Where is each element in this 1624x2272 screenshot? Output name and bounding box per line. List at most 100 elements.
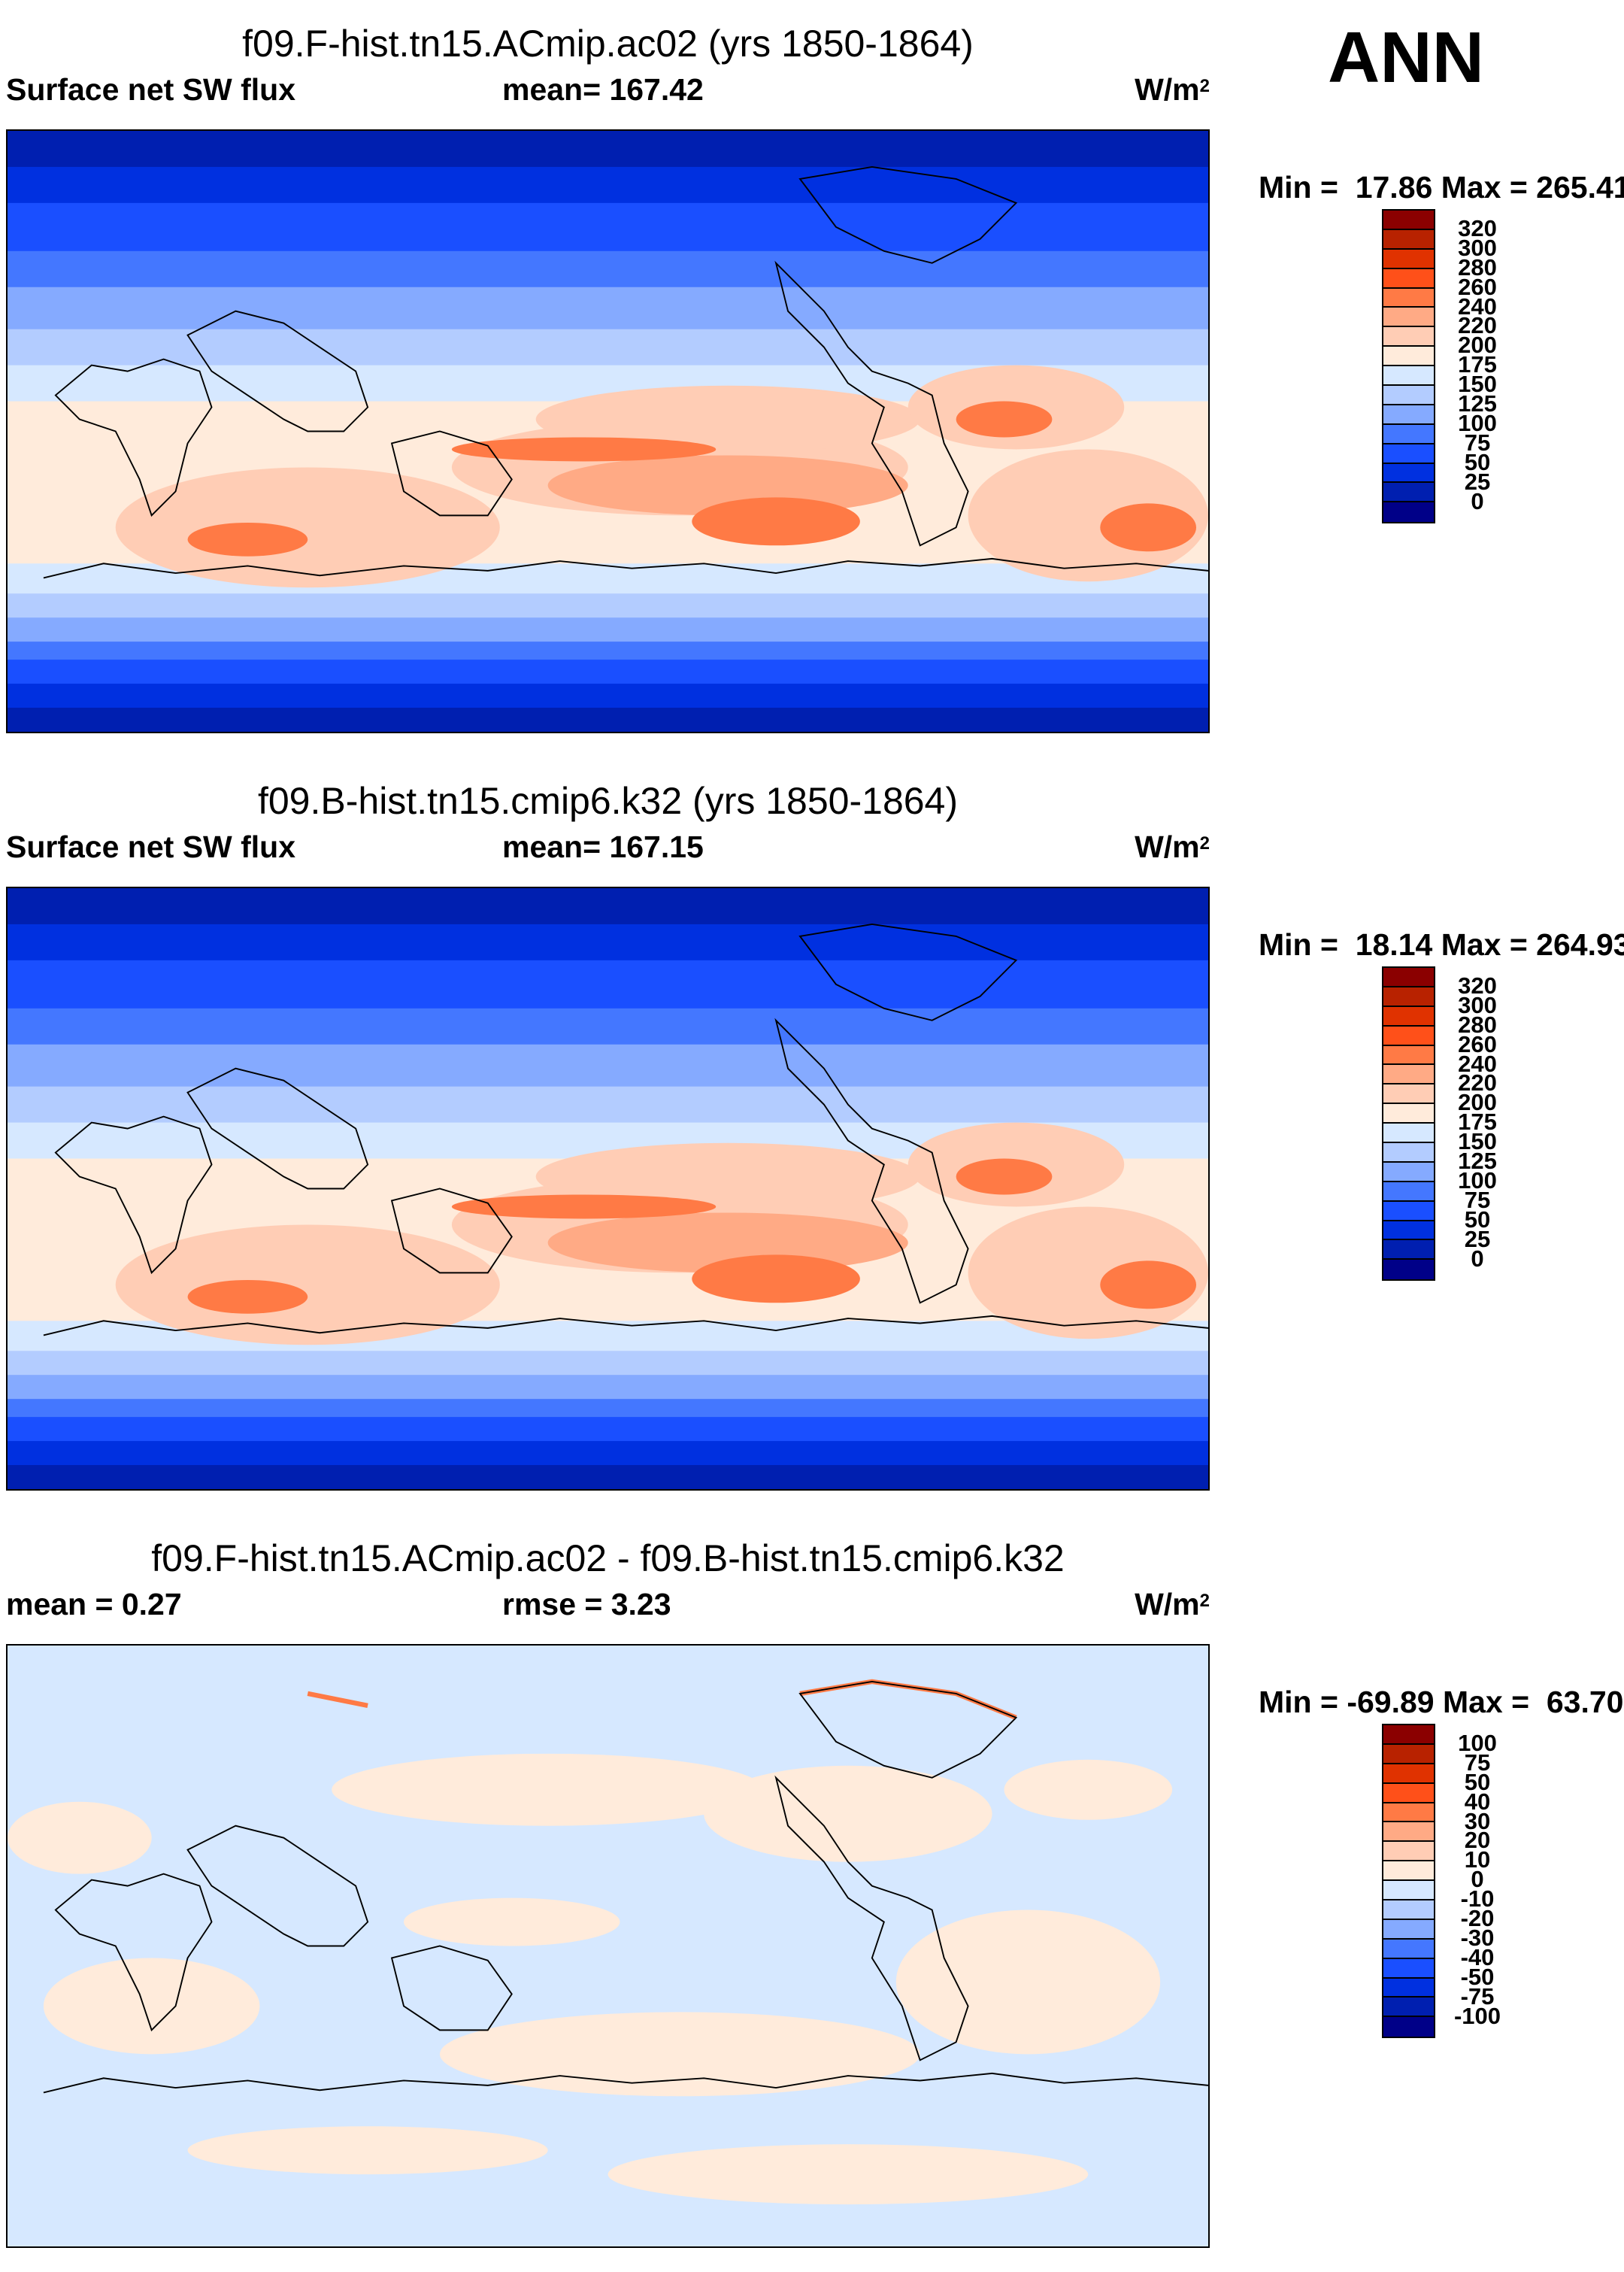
panel-difference: f09.F-hist.tn15.ACmip.ac02 - f09.B-hist.… [0, 1515, 1624, 2272]
colorbar-label: 175 [1458, 351, 1497, 378]
colorbar-box [1383, 308, 1434, 328]
colorbar-label: 125 [1458, 390, 1497, 417]
colorbar-box [1383, 347, 1434, 367]
colorbar [1382, 209, 1435, 524]
colorbar-label: 0 [1471, 487, 1484, 514]
colorbar-box [1383, 229, 1434, 250]
contour-region [956, 1158, 1053, 1195]
colorbar-box [1383, 1900, 1434, 1920]
colorbar-box [1383, 1221, 1434, 1241]
contour-band [8, 593, 1208, 619]
contour-band [8, 1399, 1208, 1418]
colorbar [1382, 1724, 1435, 2039]
colorbar-box [1383, 1182, 1434, 1202]
units-text: W/m [1135, 830, 1200, 864]
contour-region [451, 1194, 717, 1219]
contour-region [187, 522, 308, 557]
contour-region [187, 2126, 548, 2175]
contour-band [8, 131, 1208, 168]
colorbar-label: 0 [1471, 1245, 1484, 1272]
contour-region [607, 2144, 1089, 2205]
contour-region [956, 401, 1053, 438]
contour-region [1100, 1260, 1197, 1309]
colorbar-label: 40 [1464, 1788, 1491, 1815]
colorbar-label: 200 [1458, 1089, 1497, 1116]
colorbar-label: 260 [1458, 273, 1497, 300]
colorbar-label: 75 [1464, 1186, 1491, 1213]
season-label: ANN [1328, 17, 1484, 98]
contour-band [8, 708, 1208, 732]
contour-band [8, 642, 1208, 661]
variable-label: Surface net SW flux [6, 72, 296, 107]
contour-region [404, 1897, 620, 1946]
colorbar-label: -20 [1460, 1905, 1495, 1931]
rmse-label: rmse = 3.23 [502, 1587, 671, 1621]
colorbar-label: 200 [1458, 332, 1497, 359]
contour-region [547, 1212, 908, 1273]
colorbar-label: 25 [1464, 468, 1491, 495]
contour-region [704, 1765, 992, 1862]
colorbar-label: 30 [1464, 1807, 1491, 1834]
global-map [6, 887, 1210, 1491]
contour-region [187, 1279, 308, 1314]
min-max-label: Min = -69.89 Max = 63.70 [1259, 1685, 1624, 1719]
colorbar-label: -100 [1453, 2002, 1501, 2029]
colorbar-box [1383, 1065, 1434, 1085]
mean-label: mean = 0.27 [6, 1587, 182, 1621]
colorbar-label: 100 [1458, 1166, 1497, 1194]
colorbar-label: 220 [1458, 312, 1497, 339]
coastline [43, 923, 1208, 1336]
colorbar-box [1383, 1861, 1434, 1882]
contour-band [8, 1417, 1208, 1442]
colorbar-box [1383, 211, 1434, 230]
panel-model-2: f09.B-hist.tn15.cmip6.k32 (yrs 1850-1864… [0, 757, 1624, 1515]
colorbar-label: 100 [1458, 1729, 1497, 1756]
colorbar-label: 150 [1458, 371, 1497, 398]
colorbar-label: 300 [1458, 234, 1497, 261]
colorbar-box [1383, 424, 1434, 444]
colorbar-box [1383, 268, 1434, 289]
colorbar-box [1383, 1842, 1434, 1862]
colorbar-label: 300 [1458, 991, 1497, 1018]
panel-model-1: f09.F-hist.tn15.ACmip.ac02 (yrs 1850-186… [0, 0, 1624, 757]
colorbar-label: 320 [1458, 972, 1497, 999]
colorbar-box [1383, 1104, 1434, 1124]
contour-band [8, 960, 1208, 1010]
colorbar-box [1383, 1725, 1434, 1745]
colorbar-box [1383, 444, 1434, 464]
global-map [6, 129, 1210, 733]
contour-band [8, 617, 1208, 643]
colorbar-box [1383, 1919, 1434, 1940]
contour-band [8, 166, 1208, 205]
colorbar-box [1383, 987, 1434, 1007]
contour-region [115, 467, 500, 588]
colorbar-label: 125 [1458, 1148, 1497, 1174]
units-exponent: 2 [1199, 76, 1210, 96]
colorbar-label: 240 [1458, 1050, 1497, 1077]
colorbar-label: 175 [1458, 1109, 1497, 1136]
colorbar-box [1383, 249, 1434, 269]
contour-band [8, 888, 1208, 926]
contour-region [43, 1958, 260, 2055]
contour-region [1004, 1759, 1173, 1820]
colorbar-label: 75 [1464, 429, 1491, 456]
contour-band [8, 202, 1208, 253]
colorbar-box [1383, 1084, 1434, 1105]
contour-band [8, 1441, 1208, 1467]
colorbar-box [1383, 1006, 1434, 1027]
contour-region [547, 455, 908, 516]
contour-region [895, 1910, 1161, 2055]
colorbar-label: -50 [1460, 1963, 1495, 1990]
contour-region [451, 437, 717, 462]
units-label: W/m2 [1135, 1587, 1210, 1621]
contour-region [332, 1753, 765, 1826]
colorbar-label: -40 [1460, 1943, 1495, 1970]
colorbar-box [1383, 1783, 1434, 1803]
colorbar-box [1383, 463, 1434, 484]
contour-band [8, 1008, 1208, 1046]
colorbar-label: 280 [1458, 253, 1497, 281]
units-label: W/m2 [1135, 72, 1210, 107]
colorbar-box [1383, 1143, 1434, 1163]
colorbar-label: 20 [1464, 1827, 1491, 1854]
panel-title: f09.F-hist.tn15.ACmip.ac02 (yrs 1850-186… [242, 23, 974, 65]
